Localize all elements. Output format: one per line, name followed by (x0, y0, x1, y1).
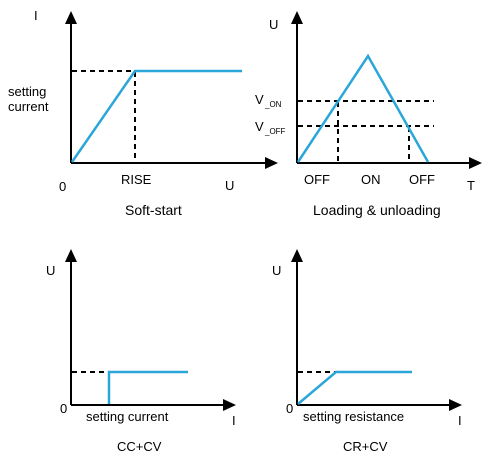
cc-cv-panel: U I 0 setting current CC+CV (46, 249, 236, 454)
cr-cv-x-axis-label: I (458, 413, 462, 428)
soft-start-x-arrow (265, 157, 278, 169)
cr-cv-y-arrow (291, 249, 303, 262)
cr-cv-y-axis-label: U (272, 263, 281, 278)
loading-v-off-subscript: _OFF (264, 127, 286, 136)
cr-cv-origin-label: 0 (286, 401, 293, 416)
loading-off-label-2: OFF (409, 172, 435, 187)
cc-cv-caption: CC+CV (117, 439, 162, 454)
soft-start-origin-label: 0 (59, 179, 66, 194)
cr-cv-caption: CR+CV (343, 439, 388, 454)
cr-cv-curve (297, 370, 412, 405)
soft-start-level-label-2: current (8, 99, 49, 114)
cc-cv-x-axis-label: I (232, 413, 236, 428)
loading-v-on-label: V (255, 92, 264, 107)
loading-on-label: ON (361, 172, 381, 187)
loading-panel: U T V _ON V _OFF OFF ON OFF Loading & un… (255, 11, 482, 218)
loading-v-on-subscript: _ON (264, 100, 282, 109)
cr-cv-setting-resistance-label: setting resistance (303, 409, 404, 424)
soft-start-y-arrow (65, 11, 77, 24)
cc-cv-curve (107, 370, 188, 404)
loading-x-axis-label: T (467, 178, 475, 193)
soft-start-curve (70, 69, 242, 163)
cc-cv-origin-label: 0 (60, 401, 67, 416)
cc-cv-y-axis-label: U (46, 263, 55, 278)
soft-start-caption: Soft-start (125, 202, 182, 218)
loading-v-off-label: V (255, 119, 264, 134)
loading-y-axis-label: U (269, 17, 278, 32)
cr-cv-x-arrow (449, 399, 462, 411)
cr-cv-panel: U I 0 setting resistance CR+CV (272, 249, 462, 454)
soft-start-rise-label: RISE (121, 172, 152, 187)
soft-start-x-axis-label: U (225, 178, 234, 193)
loading-caption: Loading & unloading (313, 202, 441, 218)
loading-curve (296, 53, 430, 163)
soft-start-level-label-1: setting (8, 84, 46, 99)
soft-start-panel: I U 0 setting current RISE Soft-start (8, 8, 278, 218)
loading-y-arrow (291, 11, 303, 24)
soft-start-y-axis-label: I (34, 8, 38, 23)
loading-off-label-1: OFF (304, 172, 330, 187)
cc-cv-x-arrow (223, 399, 236, 411)
cc-cv-y-arrow (65, 249, 77, 262)
cc-cv-setting-current-label: setting current (86, 409, 169, 424)
loading-x-arrow (469, 157, 482, 169)
